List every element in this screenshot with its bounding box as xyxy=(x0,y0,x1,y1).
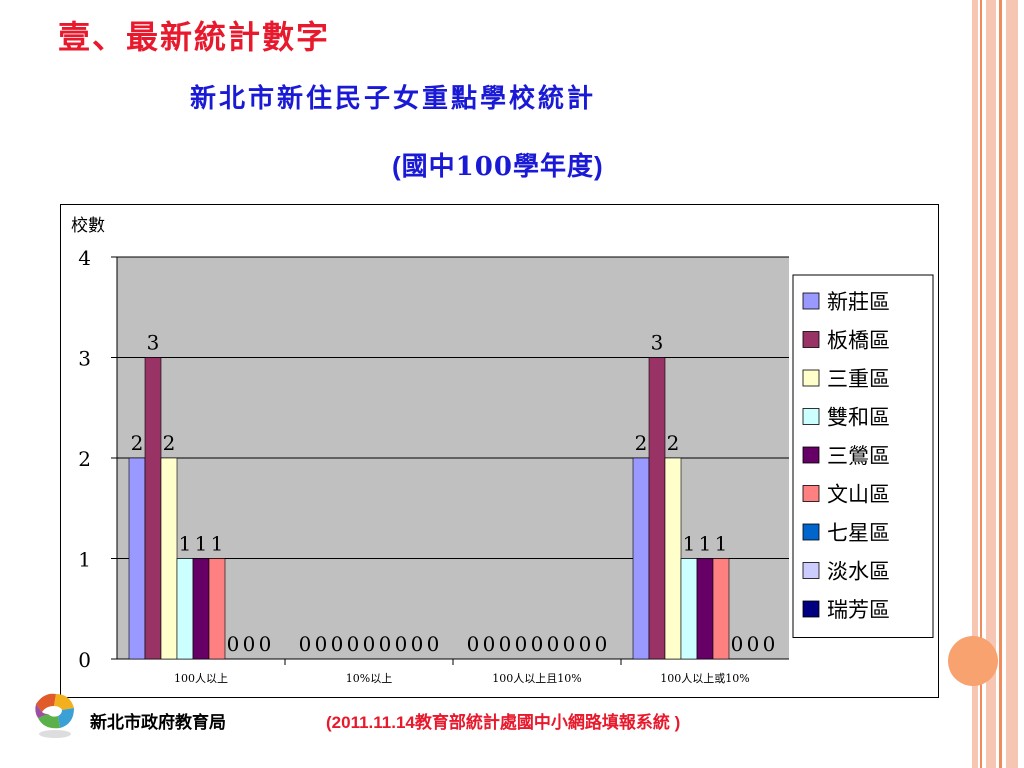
year-text: 國中100學年度 xyxy=(401,152,594,182)
bar xyxy=(680,558,698,660)
school-year-label: (國中100學年度) xyxy=(392,146,604,183)
legend-swatch xyxy=(802,408,820,425)
x-tick-label: 10%以上 xyxy=(346,672,392,685)
bar xyxy=(696,558,714,660)
legend-entry: 雙和區 xyxy=(827,406,890,430)
chart-frame: 0 1 2 3 4 校數 100人以上 2 3 2 1 1 1 0 0 0 10%以上 0 0 0 0 0 0 0 0 0 100人… xyxy=(60,204,939,698)
data-label: 2 xyxy=(667,431,680,455)
data-label: 3 xyxy=(651,331,664,355)
data-label: 2 xyxy=(635,431,648,455)
footer-data-source: (2011.11.14教育部統計處國中小網路填報系統 ) xyxy=(326,713,681,732)
legend-swatch xyxy=(802,523,820,541)
decorative-stripes xyxy=(972,0,1024,768)
legend-entry: 瑞芳區 xyxy=(827,598,890,622)
y-tick-label: 0 xyxy=(78,648,91,672)
data-label: 0 xyxy=(515,632,528,656)
legend-swatch xyxy=(802,446,820,464)
data-label: 0 xyxy=(467,632,480,656)
bar xyxy=(192,558,210,660)
data-label: 0 xyxy=(499,632,512,656)
data-label: 1 xyxy=(179,532,192,556)
data-label: 0 xyxy=(347,632,360,656)
x-tick-label: 100人以上或10% xyxy=(660,672,749,685)
y-tick-label: 4 xyxy=(78,246,91,270)
data-label: 0 xyxy=(411,632,424,656)
y-tick-label: 2 xyxy=(78,447,91,471)
bar xyxy=(664,457,682,660)
data-label: 0 xyxy=(259,632,272,656)
legend-swatch xyxy=(802,369,820,387)
chart-title: 新北市新住民子女重點學校統計 xyxy=(190,84,597,114)
data-label: 0 xyxy=(483,632,496,656)
data-label: 0 xyxy=(763,632,776,656)
bar xyxy=(208,558,226,660)
legend-swatch xyxy=(802,562,820,579)
data-label: 0 xyxy=(243,632,256,656)
bar xyxy=(712,558,730,660)
year-open-paren: ( xyxy=(392,151,402,181)
y-tick-label: 3 xyxy=(78,347,91,371)
x-tick-label: 100人以上 xyxy=(174,672,228,685)
legend-entry: 新莊區 xyxy=(827,290,890,314)
data-label: 1 xyxy=(211,532,224,556)
data-label: 0 xyxy=(731,632,744,656)
data-label: 0 xyxy=(379,632,392,656)
data-label: 1 xyxy=(683,532,696,556)
bar xyxy=(632,457,650,660)
data-label: 3 xyxy=(147,331,160,355)
bar xyxy=(128,457,146,660)
legend-swatch xyxy=(802,485,820,502)
legend-entry: 七星區 xyxy=(827,521,890,545)
bar xyxy=(648,357,666,660)
x-tick-label: 100人以上且10% xyxy=(492,672,581,685)
bar xyxy=(144,357,162,660)
legend-swatch xyxy=(802,292,820,310)
year-close-paren: ) xyxy=(593,151,604,181)
data-label: 0 xyxy=(579,632,592,656)
data-label: 2 xyxy=(163,431,176,455)
data-label: 0 xyxy=(747,632,760,656)
legend-entry: 文山區 xyxy=(827,483,890,507)
y-tick-label: 1 xyxy=(78,548,91,572)
legend-entry: 三重區 xyxy=(827,367,890,391)
slide-heading: 壹、最新統計數字 xyxy=(58,18,331,56)
data-label: 0 xyxy=(427,632,440,656)
data-label: 0 xyxy=(315,632,328,656)
legend-swatch xyxy=(802,331,820,348)
y-axis-label: 校數 xyxy=(71,216,105,236)
data-label: 0 xyxy=(547,632,560,656)
bar xyxy=(176,558,194,660)
footer-organization: 新北市政府教育局 xyxy=(90,713,226,733)
decorative-circle xyxy=(948,636,998,686)
data-label: 0 xyxy=(363,632,376,656)
data-label: 1 xyxy=(195,532,208,556)
data-label: 0 xyxy=(395,632,408,656)
data-label: 1 xyxy=(699,532,712,556)
legend-entry: 淡水區 xyxy=(827,560,890,584)
legend-entry: 三鶯區 xyxy=(827,444,890,468)
data-label: 0 xyxy=(227,632,240,656)
bar xyxy=(160,457,178,660)
data-label: 2 xyxy=(131,431,144,455)
data-label: 0 xyxy=(299,632,312,656)
data-label: 0 xyxy=(331,632,344,656)
data-label: 1 xyxy=(715,532,728,556)
education-bureau-logo xyxy=(35,693,74,738)
legend-swatch xyxy=(802,600,820,618)
data-label: 0 xyxy=(531,632,544,656)
legend-entry: 板橋區 xyxy=(827,329,890,353)
data-label: 0 xyxy=(595,632,608,656)
data-label: 0 xyxy=(563,632,576,656)
